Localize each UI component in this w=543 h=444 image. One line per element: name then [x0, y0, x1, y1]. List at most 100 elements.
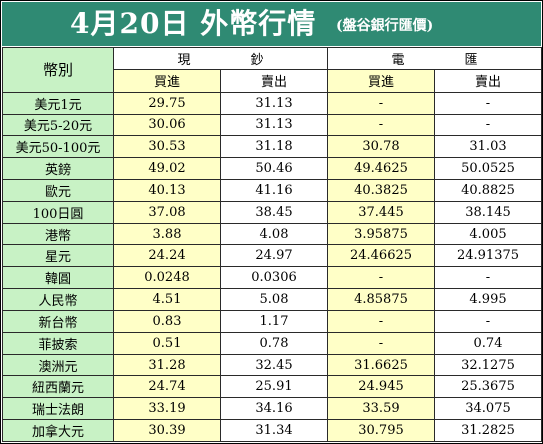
page-subtitle: (盤谷銀行匯價)	[336, 18, 434, 34]
wire-buy-header: 買進	[327, 68, 435, 93]
cash-sell-value: 50.46	[220, 157, 328, 180]
table-row: 加拿大元 30.39 31.34 30.795 31.2825	[2, 419, 542, 442]
table-row: 美元50-100元 30.53 31.18 30.78 31.03	[2, 135, 542, 159]
wire-buy-value: 24.46625	[327, 244, 435, 268]
cash-buy-value: 30.39	[113, 419, 221, 442]
cash-buy-value: 3.88	[113, 222, 221, 246]
wire-sell-value: 50.0525	[434, 157, 542, 180]
wire-sell-value: 24.91375	[434, 244, 542, 268]
cash-sell-value: 5.08	[220, 288, 328, 311]
wire-sell-value: 31.2825	[434, 419, 542, 442]
cash-sell-value: 25.91	[220, 375, 328, 399]
cash-sell-value: 32.45	[220, 353, 328, 377]
table-row: 紐西蘭元 24.74 25.91 24.945 25.3675	[2, 375, 542, 399]
wire-sell-header: 賣出	[434, 68, 542, 93]
currency-name: 美元50-100元	[2, 135, 114, 159]
table-row: 100日圓 37.08 38.45 37.445 38.145	[2, 200, 542, 224]
currency-name: 英鎊	[2, 157, 114, 180]
wire-sell-value: -	[434, 113, 542, 137]
cash-buy-value: 40.13	[113, 179, 221, 202]
table-row: 瑞士法朗 33.19 34.16 33.59 34.075	[2, 397, 542, 421]
wire-header: 電匯	[327, 47, 542, 70]
cash-sell-value: 31.13	[220, 91, 328, 115]
currency-name: 人民幣	[2, 288, 114, 311]
wire-buy-value: 33.59	[327, 397, 435, 421]
cash-sell-value: 0.78	[220, 331, 328, 355]
cash-buy-value: 0.51	[113, 331, 221, 355]
exchange-rate-table: 幣別 現鈔 電匯 買進 賣出 買進 賣出 美元1元 29.75 31.13- - 美元5…	[2, 47, 542, 442]
cash-buy-value: 0.0248	[113, 266, 221, 290]
cash-buy-value: 30.06	[113, 113, 221, 137]
cash-sell-value: 31.18	[220, 135, 328, 159]
cash-sell-header: 賣出	[220, 68, 328, 93]
cash-sell-value: 41.16	[220, 179, 328, 202]
table-row: 美元5-20元 30.06 31.13- -	[2, 113, 542, 137]
cash-sell-value: 24.97	[220, 244, 328, 268]
table-row: 菲披索 0.51 0.78-0.74	[2, 331, 542, 355]
wire-buy-value: 30.78	[327, 135, 435, 159]
table-row: 港幣 3.88 4.08 3.95875 4.005	[2, 222, 542, 246]
cash-buy-value: 24.24	[113, 244, 221, 268]
wire-buy-value: 40.3825	[327, 179, 435, 202]
currency-name: 加拿大元	[2, 419, 114, 442]
header-row-sub: 買進 賣出 買進 賣出	[3, 68, 542, 93]
cash-sell-value: 4.08	[220, 222, 328, 246]
wire-sell-value: -	[434, 91, 542, 115]
wire-sell-value: 4.005	[434, 222, 542, 246]
title-bar: 4月20日 外幣行情 (盤谷銀行匯價)	[2, 2, 541, 46]
table-row: 美元1元 29.75 31.13- -	[2, 91, 542, 115]
table-row: 韓圓 0.0248 0.0306- -	[2, 266, 542, 290]
wire-buy-value: 37.445	[327, 200, 435, 224]
wire-header-char-2: 匯	[464, 52, 478, 68]
header-row-group: 幣別 現鈔 電匯	[2, 47, 542, 93]
currency-name: 星元	[2, 244, 114, 268]
currency-name: 澳洲元	[2, 353, 114, 377]
wire-buy-value: -	[327, 331, 435, 355]
wire-sell-value: -	[434, 309, 542, 333]
wire-sell-value: 40.8825	[434, 179, 542, 202]
wire-buy-value: -	[327, 113, 435, 137]
wire-buy-value: 4.85875	[327, 288, 435, 311]
currency-name: 美元1元	[2, 91, 114, 115]
currency-name: 菲披索	[2, 331, 114, 355]
table-row: 人民幣 4.51 5.08 4.85875 4.995	[2, 288, 542, 311]
cash-buy-value: 33.19	[113, 397, 221, 421]
cash-sell-value: 31.34	[220, 419, 328, 442]
wire-sell-value: -	[434, 266, 542, 290]
cash-header-char-1: 現	[177, 52, 191, 68]
wire-buy-value: 24.945	[327, 375, 435, 399]
wire-buy-value: -	[327, 309, 435, 333]
wire-buy-value: 3.95875	[327, 222, 435, 246]
wire-buy-value: -	[327, 91, 435, 115]
currency-name: 歐元	[2, 179, 114, 202]
cash-sell-value: 31.13	[220, 113, 328, 137]
wire-buy-value: 49.4625	[327, 157, 435, 180]
wire-sell-value: 0.74	[434, 331, 542, 355]
currency-name: 瑞士法朗	[2, 397, 114, 421]
wire-sell-value: 32.1275	[434, 353, 542, 377]
currency-name: 港幣	[2, 222, 114, 246]
cash-sell-value: 38.45	[220, 200, 328, 224]
wire-sell-value: 4.995	[434, 288, 542, 311]
table-row: 新台幣 0.83 1.17- -	[2, 309, 542, 333]
wire-header-char-1: 電	[391, 52, 405, 68]
wire-sell-value: 34.075	[434, 397, 542, 421]
currency-name: 新台幣	[2, 309, 114, 333]
cash-sell-value: 34.16	[220, 397, 328, 421]
currency-name: 美元5-20元	[2, 113, 114, 137]
cash-buy-header: 買進	[113, 68, 221, 93]
table-row: 星元 24.24 24.97 24.46625 24.91375	[2, 244, 542, 268]
cash-buy-value: 49.02	[113, 157, 221, 180]
page-title: 4月20日 外幣行情	[70, 7, 317, 40]
currency-name: 紐西蘭元	[2, 375, 114, 399]
currency-header: 幣別	[2, 47, 114, 93]
table-row: 英鎊 49.02 50.46 49.4625 50.0525	[2, 157, 542, 180]
cash-buy-value: 31.28	[113, 353, 221, 377]
wire-sell-value: 25.3675	[434, 375, 542, 399]
wire-sell-value: 31.03	[434, 135, 542, 159]
cash-sell-value: 1.17	[220, 309, 328, 333]
cash-header: 現鈔	[113, 47, 328, 70]
wire-buy-value: -	[327, 266, 435, 290]
cash-buy-value: 4.51	[113, 288, 221, 311]
